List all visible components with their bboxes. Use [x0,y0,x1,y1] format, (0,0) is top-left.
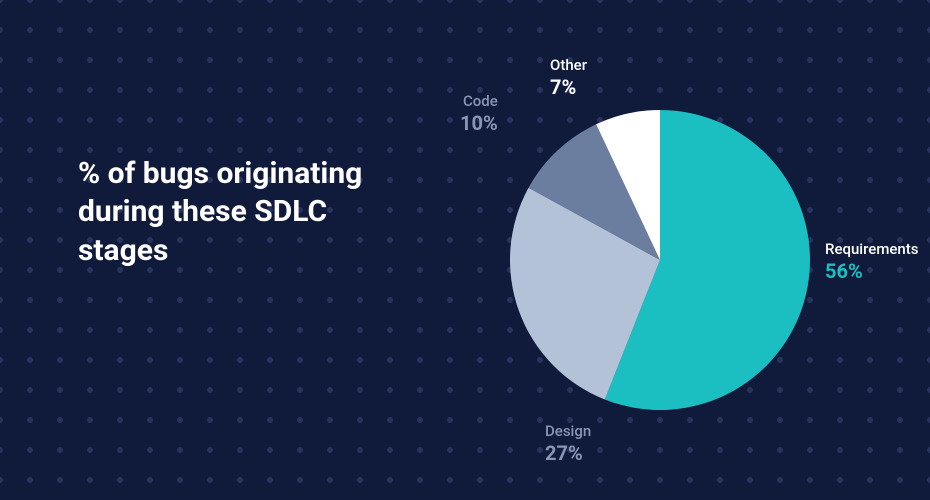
infographic-stage: % of bugs originating during these SDLC … [0,0,930,500]
chart-title: % of bugs originating during these SDLC … [78,155,398,270]
slice-label-code: Code 10% [460,92,498,136]
pie-chart-area: Requirements 56% Design 27% Code 10% Oth… [445,60,915,460]
slice-name: Requirements [825,240,919,259]
slice-percent: 7% [550,75,587,100]
slice-label-design: Design 27% [545,422,591,466]
slice-name: Other [550,56,587,75]
slice-name: Design [545,422,591,441]
slice-label-requirements: Requirements 56% [825,240,919,284]
slice-percent: 56% [825,259,919,284]
pie-chart [510,110,810,410]
slice-percent: 10% [460,111,498,136]
slice-label-other: Other 7% [550,56,587,100]
slice-name: Code [460,92,498,111]
slice-percent: 27% [545,441,591,466]
